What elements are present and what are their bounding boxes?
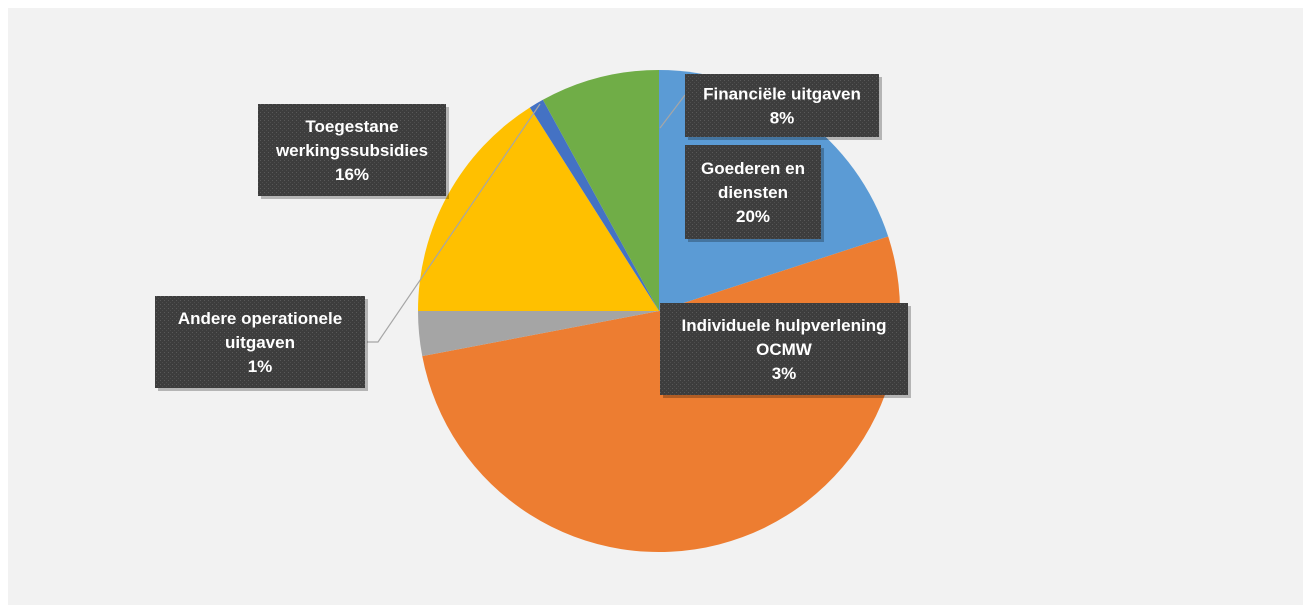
leader-line-4 <box>367 103 541 343</box>
data-label-category: diensten <box>718 183 788 202</box>
pie-slice-3 <box>418 107 659 312</box>
pie-slice-4 <box>529 99 659 311</box>
data-label-box <box>685 74 879 137</box>
data-label-5: Financiële uitgaven 8% <box>685 74 882 140</box>
data-label-category: Financiële uitgaven <box>703 85 861 104</box>
data-label-percent: 20% <box>736 207 770 226</box>
data-label-3: Toegestane werkingssubsidies 16% <box>258 104 449 199</box>
data-label-category: uitgaven <box>225 333 295 352</box>
data-label-percent: 8% <box>770 109 795 128</box>
data-label-category: OCMW <box>756 340 813 359</box>
data-label-2: Individuele hulpverlening OCMW 3% <box>660 303 911 398</box>
data-label-percent: 3% <box>772 364 797 383</box>
data-label-percent: 1% <box>248 357 273 376</box>
leader-line-5 <box>659 94 686 129</box>
data-label-category: Toegestane <box>305 117 398 136</box>
data-label-box <box>685 145 821 239</box>
data-label-0: Goederen en diensten 20% <box>685 145 824 242</box>
data-label-category: werkingssubsidies <box>275 141 428 160</box>
data-label-category: Individuele hulpverlening <box>682 316 887 335</box>
data-label-category: Goederen en <box>701 159 805 178</box>
data-label-percent: 16% <box>335 165 369 184</box>
pie-slice-2 <box>418 311 659 357</box>
data-label-category: Andere operationele <box>178 309 342 328</box>
data-label-box <box>155 296 365 388</box>
data-label-box <box>660 303 908 395</box>
data-label-4: Andere operationele uitgaven 1% <box>155 296 368 391</box>
data-label-box <box>258 104 446 196</box>
pie-slice-5 <box>542 70 659 311</box>
